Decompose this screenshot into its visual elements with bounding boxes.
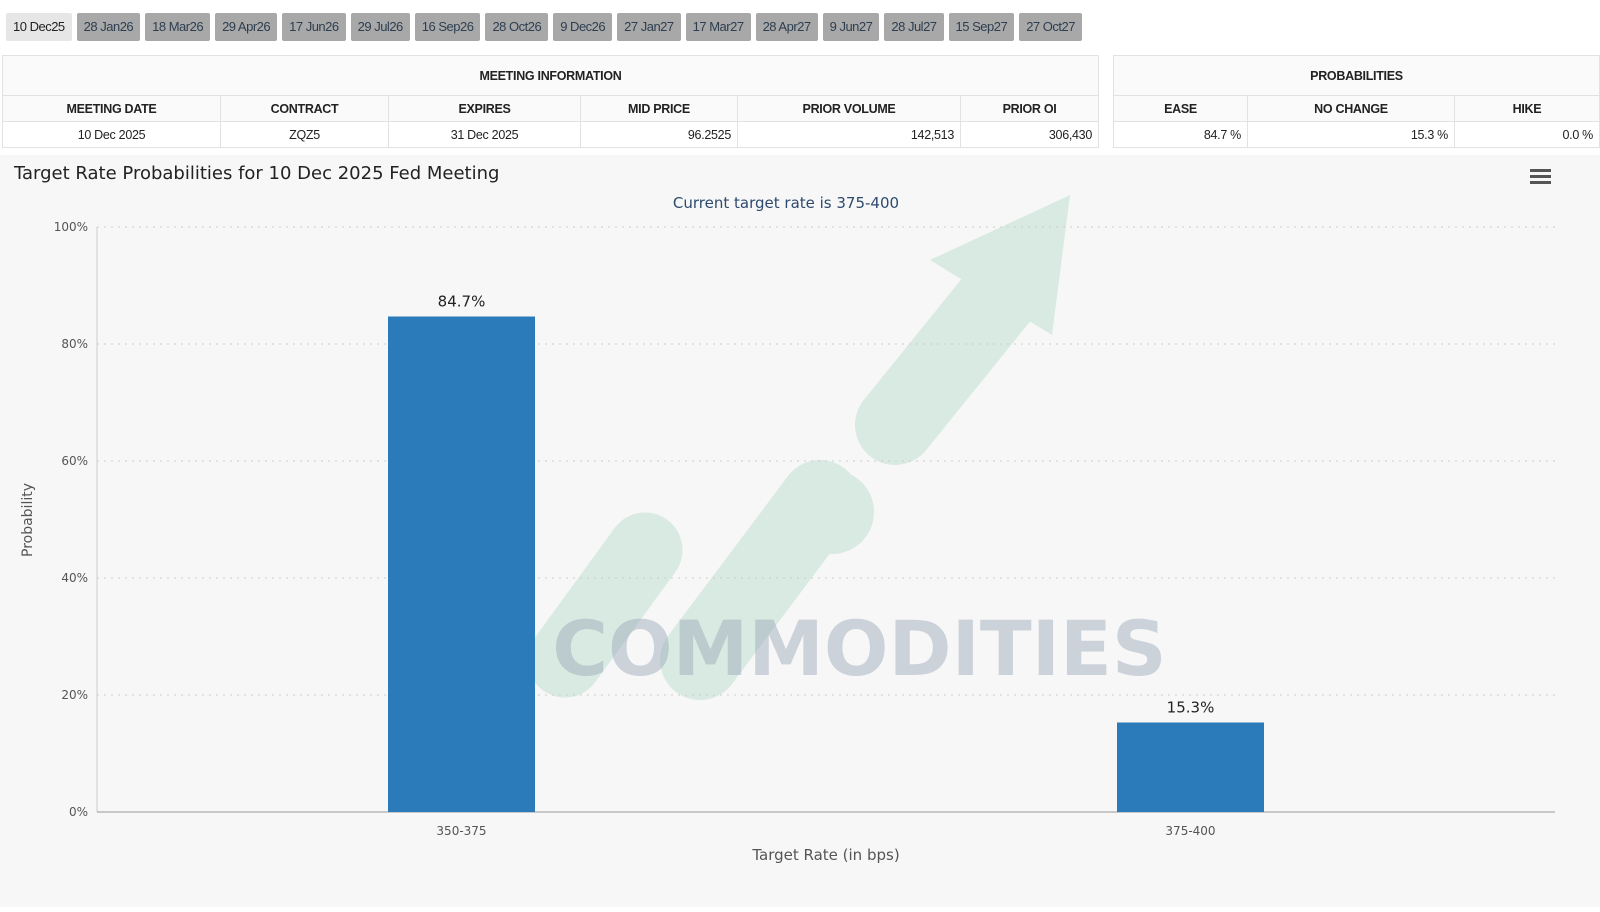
x-tick-label: 375-400	[1165, 824, 1215, 838]
col-no-change: NO CHANGE	[1247, 95, 1455, 122]
y-tick-label: 20%	[61, 688, 88, 702]
tab-meeting-12[interactable]: 9 Jun27	[822, 13, 880, 41]
tab-meeting-3[interactable]: 29 Apr26	[215, 13, 278, 41]
bar-350-375	[388, 316, 535, 812]
probabilities-title: PROBABILITIES	[1113, 55, 1600, 96]
tab-meeting-0[interactable]: 10 Dec25	[6, 13, 72, 41]
bar-375-400	[1117, 722, 1264, 812]
tab-meeting-14[interactable]: 15 Sep27	[948, 13, 1015, 41]
data-label: 15.3%	[1167, 698, 1215, 716]
probabilities-table: PROBABILITIES EASE NO CHANGE HIKE 84.7 %…	[1113, 55, 1600, 148]
cell: 84.7 %	[1113, 121, 1248, 148]
tab-meeting-5[interactable]: 29 Jul26	[350, 13, 410, 41]
data-label: 84.7%	[438, 293, 486, 311]
tab-meeting-13[interactable]: 28 Jul27	[884, 13, 944, 41]
y-axis-label: Probability	[20, 483, 36, 557]
chart-subtitle: Current target rate is 375-400	[673, 194, 899, 212]
tab-meeting-8[interactable]: 9 Dec26	[553, 13, 613, 41]
y-tick-label: 100%	[54, 220, 88, 234]
cell: 0.0 %	[1454, 121, 1600, 148]
tab-meeting-9[interactable]: 27 Jan27	[617, 13, 681, 41]
meeting-info-title: MEETING INFORMATION	[2, 55, 1099, 96]
meeting-tabs: 10 Dec25 28 Jan26 18 Mar26 29 Apr26 17 Jun26…	[6, 13, 1082, 41]
tab-meeting-10[interactable]: 17 Mar27	[685, 13, 751, 41]
cell: 10 Dec 2025	[2, 121, 221, 148]
meeting-info-table: MEETING INFORMATION MEETING DATE CONTRAC…	[2, 55, 1099, 148]
y-tick-label: 80%	[61, 337, 88, 351]
tab-meeting-1[interactable]: 28 Jan26	[76, 13, 141, 41]
col-prior-oi: PRIOR OI	[960, 95, 1099, 122]
col-meeting-date: MEETING DATE	[2, 95, 221, 122]
x-axis-label: Target Rate (in bps)	[751, 846, 899, 864]
cell: 306,430	[960, 121, 1099, 148]
table-row: 84.7 % 15.3 % 0.0 %	[1113, 121, 1600, 148]
cell: 15.3 %	[1247, 121, 1455, 148]
tab-meeting-6[interactable]: 16 Sep26	[414, 13, 481, 41]
col-contract: CONTRACT	[220, 95, 389, 122]
col-hike: HIKE	[1454, 95, 1600, 122]
menu-icon[interactable]	[1530, 169, 1551, 184]
chart-svg: VN COMMODITIES Target Rate Probabilities…	[13, 163, 1555, 864]
tab-meeting-4[interactable]: 17 Jun26	[282, 13, 346, 41]
y-tick-label: 60%	[61, 454, 88, 468]
chart-title: Target Rate Probabilities for 10 Dec 202…	[13, 163, 499, 184]
x-tick-label: 350-375	[436, 824, 486, 838]
y-tick-label: 0%	[69, 805, 88, 819]
col-mid-price: MID PRICE	[580, 95, 738, 122]
cell: ZQZ5	[220, 121, 389, 148]
watermark-logo	[527, 195, 1070, 700]
cell: 142,513	[737, 121, 961, 148]
cell: 96.2525	[580, 121, 738, 148]
col-expires: EXPIRES	[388, 95, 581, 122]
col-ease: EASE	[1113, 95, 1248, 122]
tab-meeting-2[interactable]: 18 Mar26	[145, 13, 211, 41]
tab-meeting-7[interactable]: 28 Oct26	[485, 13, 549, 41]
chart-panel: VN COMMODITIES Target Rate Probabilities…	[0, 155, 1600, 907]
table-row: 10 Dec 2025 ZQZ5 31 Dec 2025 96.2525 142…	[2, 121, 1099, 148]
y-tick-label: 40%	[61, 571, 88, 585]
col-prior-volume: PRIOR VOLUME	[737, 95, 961, 122]
cell: 31 Dec 2025	[388, 121, 581, 148]
tab-meeting-11[interactable]: 28 Apr27	[755, 13, 818, 41]
tab-meeting-15[interactable]: 27 Oct27	[1019, 13, 1082, 41]
